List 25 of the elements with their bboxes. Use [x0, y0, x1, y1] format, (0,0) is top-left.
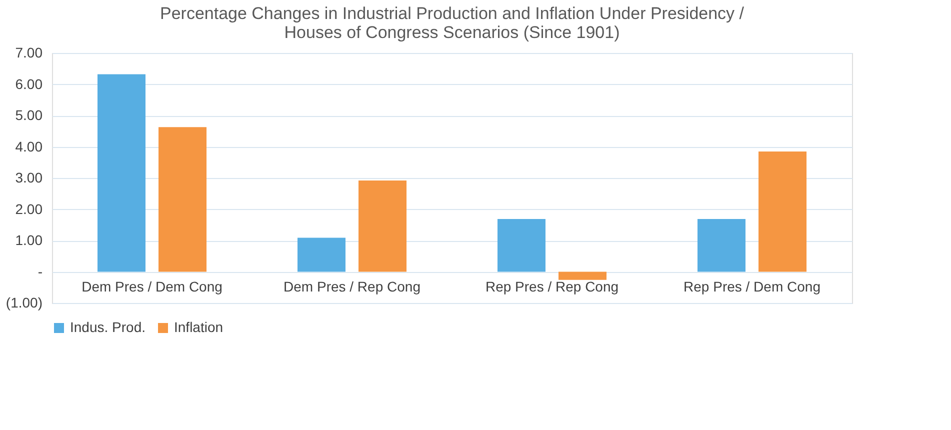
bar	[97, 74, 146, 272]
bar	[297, 238, 346, 272]
legend-label: Inflation	[174, 319, 224, 335]
text: Houses of Congress Scenarios (Since 1901)	[284, 23, 620, 42]
bar	[158, 127, 207, 272]
y-tick-label: 1.00	[15, 232, 43, 248]
y-tick-label: 5.00	[15, 107, 43, 123]
y-tick-label: 2.00	[15, 200, 43, 217]
y-tick-label: 4.00	[15, 138, 43, 154]
x-tick-label: Dem Pres / Dem Cong	[82, 278, 222, 294]
y-tick-label: 7.00	[15, 44, 43, 60]
x-tick-label: Rep Pres / Dem Cong	[684, 278, 820, 294]
bar	[497, 218, 546, 272]
bar	[558, 272, 607, 280]
y-tick-label: -	[38, 263, 43, 280]
y-tick-label: 6.00	[15, 76, 43, 92]
bar	[358, 180, 407, 272]
y-tick-label: (1.00)	[6, 294, 42, 310]
text: Percentage Changes in Industrial Production and Inflation Under Presidency /	[160, 4, 744, 23]
bar	[758, 151, 807, 272]
y-tick-label: 3.00	[15, 170, 43, 186]
x-tick-label: Dem Pres / Rep Cong	[284, 278, 420, 294]
x-tick-label: Rep Pres / Rep Cong	[485, 278, 619, 294]
bar	[697, 218, 746, 272]
legend-label: Indus. Prod.	[70, 319, 146, 335]
